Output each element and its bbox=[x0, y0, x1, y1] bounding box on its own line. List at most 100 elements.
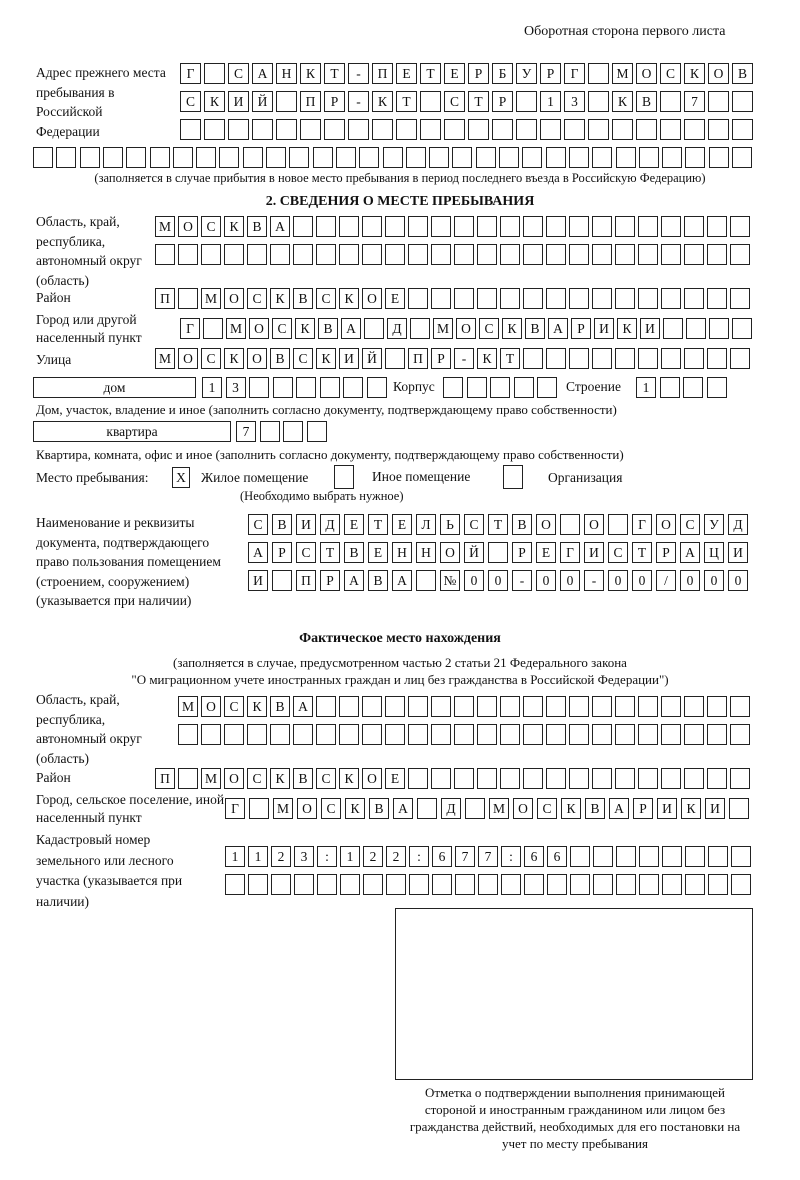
char-cell[interactable] bbox=[638, 244, 658, 265]
char-cell[interactable] bbox=[523, 216, 543, 237]
char-cell[interactable] bbox=[362, 216, 382, 237]
char-cell[interactable]: А bbox=[392, 570, 412, 591]
char-cell[interactable] bbox=[335, 147, 356, 168]
char-cell[interactable]: К bbox=[316, 348, 336, 369]
char-cell[interactable] bbox=[546, 696, 566, 717]
char-cell[interactable]: Е bbox=[444, 63, 465, 84]
char-cell[interactable] bbox=[454, 724, 474, 745]
char-cell[interactable] bbox=[523, 288, 543, 309]
char-cell[interactable]: Н bbox=[416, 542, 436, 563]
char-cell[interactable]: О bbox=[362, 288, 382, 309]
char-cell[interactable] bbox=[228, 119, 249, 140]
char-cell[interactable]: В bbox=[293, 768, 313, 789]
char-cell[interactable]: № bbox=[440, 570, 460, 591]
char-cell[interactable]: К bbox=[612, 91, 633, 112]
char-cell[interactable] bbox=[546, 288, 566, 309]
char-cell[interactable]: В bbox=[512, 514, 532, 535]
char-cell[interactable] bbox=[324, 119, 345, 140]
korpus-cells[interactable] bbox=[443, 377, 561, 398]
char-cell[interactable] bbox=[488, 542, 508, 563]
char-cell[interactable] bbox=[490, 377, 510, 398]
char-cell[interactable] bbox=[196, 147, 217, 168]
char-cell[interactable] bbox=[661, 724, 681, 745]
char-cell[interactable] bbox=[639, 874, 659, 895]
char-cell[interactable] bbox=[546, 348, 566, 369]
char-cell[interactable] bbox=[270, 724, 290, 745]
char-cell[interactable] bbox=[730, 288, 750, 309]
char-cell[interactable] bbox=[616, 846, 636, 867]
char-cell[interactable] bbox=[570, 874, 590, 895]
char-cell[interactable] bbox=[615, 244, 635, 265]
char-cell[interactable]: Р bbox=[468, 63, 489, 84]
char-cell[interactable] bbox=[588, 119, 609, 140]
char-cell[interactable]: У bbox=[516, 63, 537, 84]
char-cell[interactable] bbox=[33, 147, 53, 168]
actual-region-row-2[interactable] bbox=[178, 724, 753, 745]
char-cell[interactable]: М bbox=[489, 798, 509, 819]
char-cell[interactable]: 0 bbox=[560, 570, 580, 591]
char-cell[interactable]: - bbox=[454, 348, 474, 369]
char-cell[interactable] bbox=[364, 318, 384, 339]
char-cell[interactable] bbox=[340, 874, 360, 895]
char-cell[interactable]: О bbox=[584, 514, 604, 535]
char-cell[interactable] bbox=[149, 147, 170, 168]
char-cell[interactable] bbox=[592, 348, 612, 369]
char-cell[interactable] bbox=[569, 288, 589, 309]
char-cell[interactable] bbox=[639, 846, 659, 867]
char-cell[interactable]: Г bbox=[180, 318, 200, 339]
char-cell[interactable] bbox=[201, 244, 221, 265]
char-cell[interactable] bbox=[684, 696, 704, 717]
char-cell[interactable]: С bbox=[660, 63, 681, 84]
char-cell[interactable] bbox=[155, 244, 175, 265]
place-option-other-checkbox[interactable] bbox=[334, 465, 354, 489]
char-cell[interactable] bbox=[477, 696, 497, 717]
char-cell[interactable] bbox=[408, 244, 428, 265]
char-cell[interactable]: 0 bbox=[680, 570, 700, 591]
char-cell[interactable]: О bbox=[224, 768, 244, 789]
char-cell[interactable] bbox=[452, 147, 473, 168]
char-cell[interactable] bbox=[608, 514, 628, 535]
char-cell[interactable] bbox=[477, 288, 497, 309]
char-cell[interactable] bbox=[417, 798, 437, 819]
char-cell[interactable]: В bbox=[247, 216, 267, 237]
char-cell[interactable] bbox=[661, 348, 681, 369]
char-cell[interactable] bbox=[615, 147, 636, 168]
char-cell[interactable]: Р bbox=[324, 91, 345, 112]
char-cell[interactable] bbox=[252, 119, 273, 140]
char-cell[interactable] bbox=[362, 696, 382, 717]
char-cell[interactable] bbox=[385, 696, 405, 717]
char-cell[interactable] bbox=[431, 724, 451, 745]
char-cell[interactable] bbox=[685, 147, 706, 168]
char-cell[interactable]: А bbox=[344, 570, 364, 591]
char-cell[interactable] bbox=[684, 724, 704, 745]
char-cell[interactable]: С bbox=[316, 288, 336, 309]
char-cell[interactable] bbox=[708, 846, 728, 867]
char-cell[interactable] bbox=[339, 216, 359, 237]
char-cell[interactable] bbox=[405, 147, 426, 168]
char-cell[interactable] bbox=[475, 147, 496, 168]
char-cell[interactable] bbox=[420, 91, 441, 112]
char-cell[interactable]: И bbox=[594, 318, 614, 339]
char-cell[interactable]: В bbox=[525, 318, 545, 339]
char-cell[interactable]: Й bbox=[464, 542, 484, 563]
char-cell[interactable] bbox=[500, 216, 520, 237]
char-cell[interactable]: С bbox=[444, 91, 465, 112]
char-cell[interactable] bbox=[178, 244, 198, 265]
char-cell[interactable] bbox=[522, 147, 543, 168]
char-cell[interactable] bbox=[408, 696, 428, 717]
char-cell[interactable]: 1 bbox=[248, 846, 268, 867]
char-cell[interactable]: Д bbox=[728, 514, 748, 535]
char-cell[interactable] bbox=[242, 147, 263, 168]
char-cell[interactable] bbox=[408, 216, 428, 237]
char-cell[interactable]: Е bbox=[344, 514, 364, 535]
char-cell[interactable] bbox=[178, 768, 198, 789]
char-cell[interactable]: С bbox=[201, 216, 221, 237]
char-cell[interactable] bbox=[516, 91, 537, 112]
char-cell[interactable]: Е bbox=[368, 542, 388, 563]
char-cell[interactable] bbox=[709, 318, 729, 339]
char-cell[interactable] bbox=[343, 377, 363, 398]
char-cell[interactable] bbox=[432, 874, 452, 895]
